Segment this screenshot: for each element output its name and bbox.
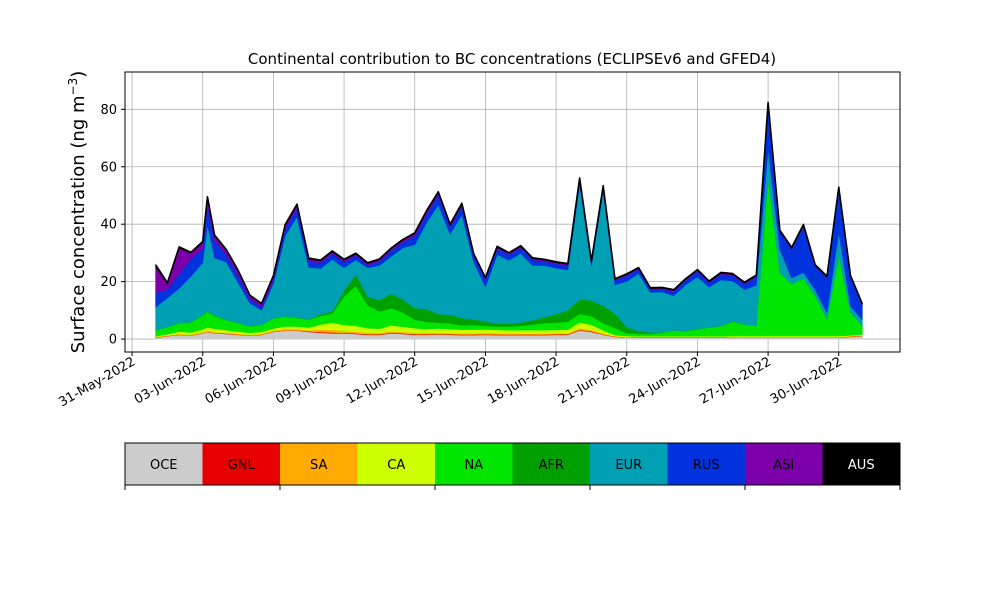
legend-swatch-sa [280,443,358,485]
y-tick-label: 60 [100,160,117,175]
legend-swatch-na [435,443,513,485]
y-axis-label: Surface concentration (ng m−3) [66,71,89,354]
y-tick-label: 80 [100,103,117,118]
legend-label-afr: AFR [539,458,564,473]
legend-label-eur: EUR [615,458,642,473]
legend-colorbar: OCE GNL SA CA NA AFR EUR RUS ASI AUS [124,442,901,490]
legend-swatch-aus [822,443,900,485]
x-tick-label: 06-Jun-2022 [203,354,280,407]
x-tick-label: 21-Jun-2022 [556,354,633,407]
x-tick-label: 24-Jun-2022 [627,354,704,407]
legend-label-oce: OCE [150,458,178,473]
x-tick-label: 18-Jun-2022 [485,354,562,407]
legend-swatch-ca [357,443,435,485]
x-tick-label: 27-Jun-2022 [697,354,774,407]
x-tick-label: 03-Jun-2022 [132,354,209,407]
legend-label-gnl: GNL [228,458,256,473]
legend-swatch-asi [745,443,823,485]
x-tick-label: 30-Jun-2022 [768,354,845,407]
legend-label-aus: AUS [848,458,875,473]
legend-frame [124,442,901,486]
legend-swatch-eur [590,443,668,485]
x-tick-label: 12-Jun-2022 [344,354,421,407]
stacked-areas [154,101,864,340]
legend-swatch-gnl [202,443,280,485]
plot-frame [124,71,901,353]
legend-label-rus: RUS [693,458,720,473]
legend-swatch-oce [125,443,203,485]
total-outline-line [154,101,864,305]
y-tick-label: 0 [109,333,117,348]
legend-label-asi: ASI [773,458,794,473]
legend-label-ca: CA [387,458,405,473]
legend-swatch-rus [667,443,745,485]
y-tick-label: 20 [100,275,117,290]
y-axis-label-prefix: Surface concentration (ng m [68,95,89,353]
x-tick-label: 31-May-2022 [56,354,138,410]
x-tick-label: 09-Jun-2022 [273,354,350,407]
x-tick-label: 15-Jun-2022 [415,354,492,407]
chart-title: Continental contribution to BC concentra… [248,50,776,68]
y-axis-label-suffix: ) [68,71,89,78]
y-axis-label-exponent: −3 [66,78,80,96]
legend-swatch-afr [512,443,590,485]
legend-label-na: NA [464,458,483,473]
y-tick-label: 40 [100,218,117,233]
legend-label-sa: SA [310,458,327,473]
